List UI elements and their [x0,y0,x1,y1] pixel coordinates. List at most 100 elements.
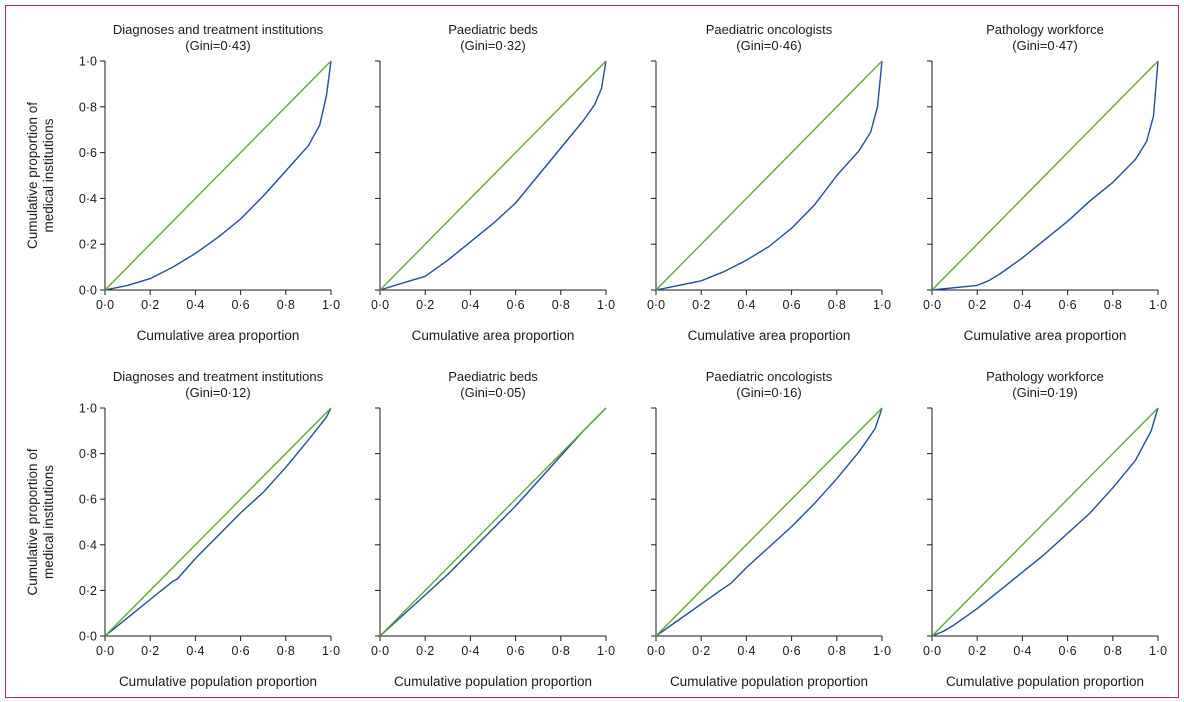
chart-2-x-tick-label: 0·4 [461,298,479,312]
chart-5-panel: Diagnoses and treatment institutions(Gin… [25,369,340,689]
chart-3-lorenz-curve [655,60,883,291]
chart-1-y-tick-label: 0·6 [79,146,97,160]
chart-8-x-label: Cumulative population proportion [946,674,1144,689]
chart-8-x-tick-label: 0·0 [923,644,941,658]
chart-4-x-tick-label: 0·4 [1013,298,1031,312]
chart-6-x-tick-label: 0·6 [507,644,525,658]
chart-5-y-tick-label: 0·0 [79,630,97,644]
chart-6-subtitle: (Gini=0·05) [460,385,525,400]
chart-3-subtitle: (Gini=0·46) [736,38,801,53]
chart-4-x-tick-label: 0·2 [968,298,986,312]
chart-7-title: Paediatric oncologists [706,369,833,384]
chart-4-x-tick-label: 0·6 [1059,298,1077,312]
chart-5-y-label: Cumulative proportion ofmedical institut… [25,448,56,595]
chart-5-x-tick-label: 0·0 [96,644,114,658]
chart-8-lorenz-curve [931,407,1159,637]
chart-1-subtitle: (Gini=0·43) [185,38,250,53]
chart-5-x-tick-label: 1·0 [322,644,340,658]
chart-8-x-tick-label: 0·6 [1059,644,1077,658]
chart-7-panel: Paediatric oncologists(Gini=0·16) 0·0 0·2 0… [647,369,891,689]
chart-2-x-tick-label: 0·8 [552,298,570,312]
chart-5-x-tick-label: 0·8 [277,644,295,658]
chart-3-x-label: Cumulative area proportion [688,328,851,343]
chart-6-x-tick-label: 0·2 [416,644,434,658]
chart-5-y-tick-label: 1·0 [79,402,97,416]
chart-4-x-tick-label: 0·8 [1104,298,1122,312]
chart-3-x-tick-label: 0·6 [783,298,801,312]
chart-2-title: Paediatric beds [448,22,538,37]
chart-2-x-tick-label: 0·6 [507,298,525,312]
chart-7-equality-line [655,407,883,637]
chart-3-panel: Paediatric oncologists(Gini=0·46) 0·0 0·2 0… [647,22,891,343]
chart-2-panel: Paediatric beds(Gini=0·32) 0·0 0·2 0·4 0·6 0·… [371,22,615,343]
chart-7-lorenz-curve [655,407,883,637]
chart-8-panel: Pathology workforce(Gini=0·19) 0·0 0·2 0·4 0… [923,369,1167,689]
chart-1-y-tick-label: 0·2 [79,238,97,252]
chart-5-y-tick-label: 0·2 [79,584,97,598]
chart-1-x-tick-label: 0·6 [232,298,250,312]
chart-1-panel: Diagnoses and treatment institutions(Gin… [25,22,340,343]
chart-8-title: Pathology workforce [986,369,1104,384]
chart-2-x-tick-label: 0·2 [416,298,434,312]
chart-7-x-tick-label: 0·6 [783,644,801,658]
chart-3-title: Paediatric oncologists [706,22,833,37]
chart-3-x-tick-label: 0·4 [737,298,755,312]
chart-6-panel: Paediatric beds(Gini=0·05) 0·0 0·2 0·4 0·6 0·… [371,369,615,689]
chart-5-x-label: Cumulative population proportion [119,674,317,689]
chart-8-x-tick-label: 0·8 [1104,644,1122,658]
chart-4-lorenz-curve [931,60,1159,291]
chart-5-equality-line [104,407,332,637]
chart-1-x-tick-label: 0·8 [277,298,295,312]
chart-8-equality-line [931,407,1159,637]
chart-1-lorenz-curve [104,60,332,291]
chart-5-y-tick-label: 0·6 [79,493,97,507]
chart-1-y-label: Cumulative proportion ofmedical institut… [25,102,56,249]
chart-6-x-label: Cumulative population proportion [394,674,592,689]
chart-7-subtitle: (Gini=0·16) [736,385,801,400]
chart-4-x-tick-label: 0·0 [923,298,941,312]
chart-4-title: Pathology workforce [986,22,1104,37]
chart-4-x-label: Cumulative area proportion [964,328,1127,343]
chart-1-x-tick-label: 0·4 [186,298,204,312]
chart-6-x-tick-label: 1·0 [597,644,615,658]
chart-3-equality-line [655,60,883,291]
chart-5-lorenz-curve [104,407,332,637]
chart-6-lorenz-curve [379,407,607,637]
chart-6-title: Paediatric beds [448,369,538,384]
chart-2-x-label: Cumulative area proportion [412,328,575,343]
chart-7-x-tick-label: 0·2 [692,644,710,658]
chart-7-x-label: Cumulative population proportion [670,674,868,689]
chart-7-x-tick-label: 0·8 [828,644,846,658]
chart-8-subtitle: (Gini=0·19) [1012,385,1077,400]
chart-5-x-tick-label: 0·4 [186,644,204,658]
chart-1-x-label: Cumulative area proportion [137,328,300,343]
chart-3-x-tick-label: 0·0 [647,298,665,312]
chart-6-x-tick-label: 0·4 [461,644,479,658]
chart-4-subtitle: (Gini=0·47) [1012,38,1077,53]
chart-4-x-tick-label: 1·0 [1149,298,1167,312]
chart-1-x-tick-label: 0·0 [96,298,114,312]
chart-5-y-tick-label: 0·8 [79,447,97,461]
chart-6-x-tick-label: 0·0 [371,644,389,658]
chart-6-x-tick-label: 0·8 [552,644,570,658]
chart-3-x-tick-label: 0·2 [692,298,710,312]
chart-8-x-tick-label: 1·0 [1149,644,1167,658]
chart-2-x-tick-label: 1·0 [597,298,615,312]
chart-2-equality-line [379,60,607,291]
chart-5-subtitle: (Gini=0·12) [185,385,250,400]
chart-1-title: Diagnoses and treatment institutions [113,22,324,37]
chart-8-x-tick-label: 0·4 [1013,644,1031,658]
chart-7-x-tick-label: 1·0 [873,644,891,658]
chart-1-x-tick-label: 0·2 [141,298,159,312]
chart-2-x-tick-label: 0·0 [371,298,389,312]
chart-4-equality-line [931,60,1159,291]
chart-2-lorenz-curve [379,60,607,291]
chart-7-x-tick-label: 0·4 [737,644,755,658]
chart-8-x-tick-label: 0·2 [968,644,986,658]
chart-2-subtitle: (Gini=0·32) [460,38,525,53]
chart-1-y-tick-label: 0·8 [79,100,97,114]
chart-7-x-tick-label: 0·0 [647,644,665,658]
chart-4-panel: Pathology workforce(Gini=0·47) 0·0 0·2 0·4 0… [923,22,1167,343]
chart-3-x-tick-label: 1·0 [873,298,891,312]
